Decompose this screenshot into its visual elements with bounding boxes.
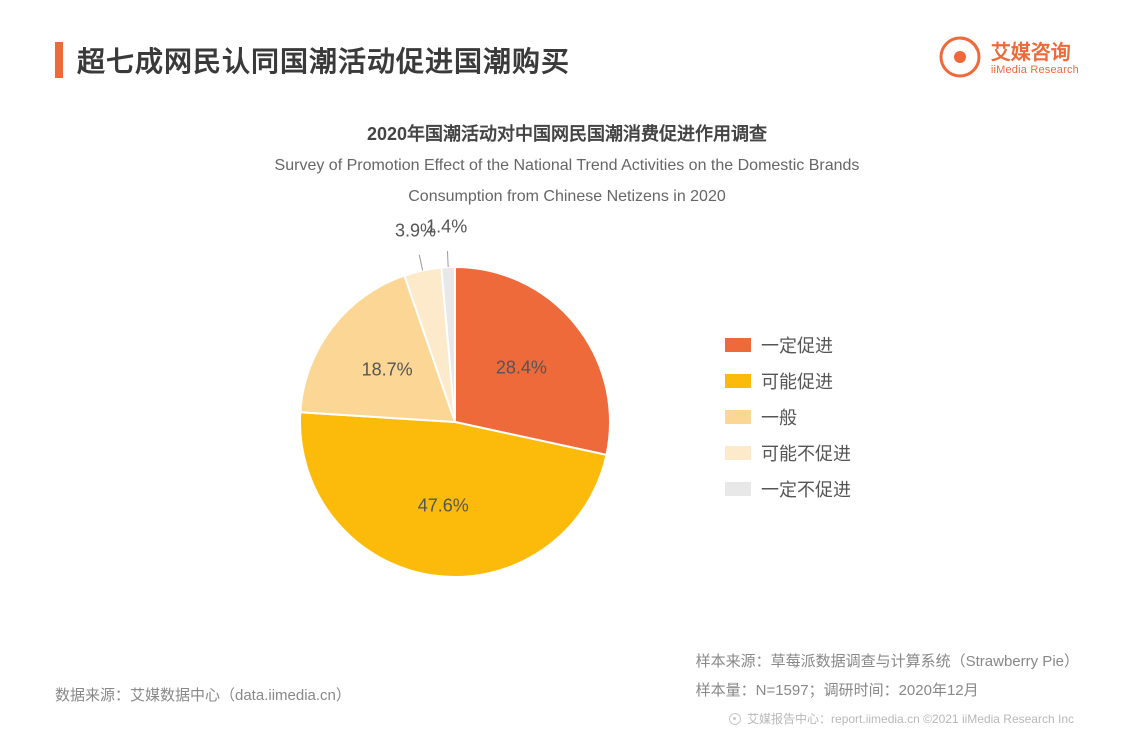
- sample-source: 样本来源：草莓派数据调查与计算系统（Strawberry Pie）: [696, 648, 1079, 677]
- watermark: 艾媒报告中心：report.iimedia.cn ©2021 iiMedia R…: [729, 710, 1074, 727]
- subtitle-en-2: Consumption from Chinese Netizens in 202…: [55, 182, 1079, 212]
- legend-item: 一定不促进: [725, 476, 851, 502]
- legend-label: 一般: [761, 404, 797, 430]
- legend: 一定促进可能促进一般可能不促进一定不促进: [725, 332, 851, 512]
- pie-slice-label: 47.6%: [418, 496, 469, 517]
- legend-label: 可能不促进: [761, 440, 851, 466]
- sample-size: 样本量：N=1597；调研时间：2020年12月: [696, 677, 1079, 706]
- legend-item: 可能不促进: [725, 440, 851, 466]
- watermark-text: 艾媒报告中心：report.iimedia.cn ©2021 iiMedia R…: [747, 710, 1074, 727]
- subtitle-block: 2020年国潮活动对中国网民国潮消费促进作用调查 Survey of Promo…: [55, 117, 1079, 212]
- brand-name-en: iiMedia Research: [991, 64, 1079, 76]
- title-block: 超七成网民认同国潮活动促进国潮购买: [55, 40, 570, 80]
- legend-item: 一般: [725, 404, 851, 430]
- footer: 数据来源：艾媒数据中心（data.iimedia.cn） 样本来源：草莓派数据调…: [55, 648, 1079, 705]
- page-title: 超七成网民认同国潮活动促进国潮购买: [77, 40, 570, 80]
- brand-logo: 艾媒咨询 iiMedia Research: [939, 36, 1079, 83]
- legend-swatch: [725, 374, 751, 388]
- brand-name-cn: 艾媒咨询: [991, 42, 1079, 64]
- pie-slice-label: 1.4%: [426, 217, 467, 238]
- legend-swatch: [725, 482, 751, 496]
- legend-item: 可能促进: [725, 368, 851, 394]
- legend-label: 可能促进: [761, 368, 833, 394]
- header-row: 超七成网民认同国潮活动促进国潮购买 艾媒咨询 iiMedia Research: [55, 40, 1079, 83]
- chart-area: 28.4%47.6%18.7%3.9%1.4% 一定促进可能促进一般可能不促进一…: [55, 222, 1079, 622]
- pie-chart: 28.4%47.6%18.7%3.9%1.4%: [285, 252, 625, 592]
- legend-item: 一定促进: [725, 332, 851, 358]
- legend-label: 一定不促进: [761, 476, 851, 502]
- pie-slice-label: 18.7%: [362, 360, 413, 381]
- legend-label: 一定促进: [761, 332, 833, 358]
- watermark-icon: [729, 713, 741, 725]
- legend-swatch: [725, 446, 751, 460]
- brand-icon: [939, 36, 981, 83]
- legend-swatch: [725, 410, 751, 424]
- accent-bar: [55, 42, 63, 78]
- subtitle-en-1: Survey of Promotion Effect of the Nation…: [55, 151, 1079, 181]
- subtitle-cn: 2020年国潮活动对中国网民国潮消费促进作用调查: [55, 117, 1079, 151]
- source-left: 数据来源：艾媒数据中心（data.iimedia.cn）: [55, 684, 351, 705]
- pie-slice-label: 28.4%: [496, 358, 547, 379]
- legend-swatch: [725, 338, 751, 352]
